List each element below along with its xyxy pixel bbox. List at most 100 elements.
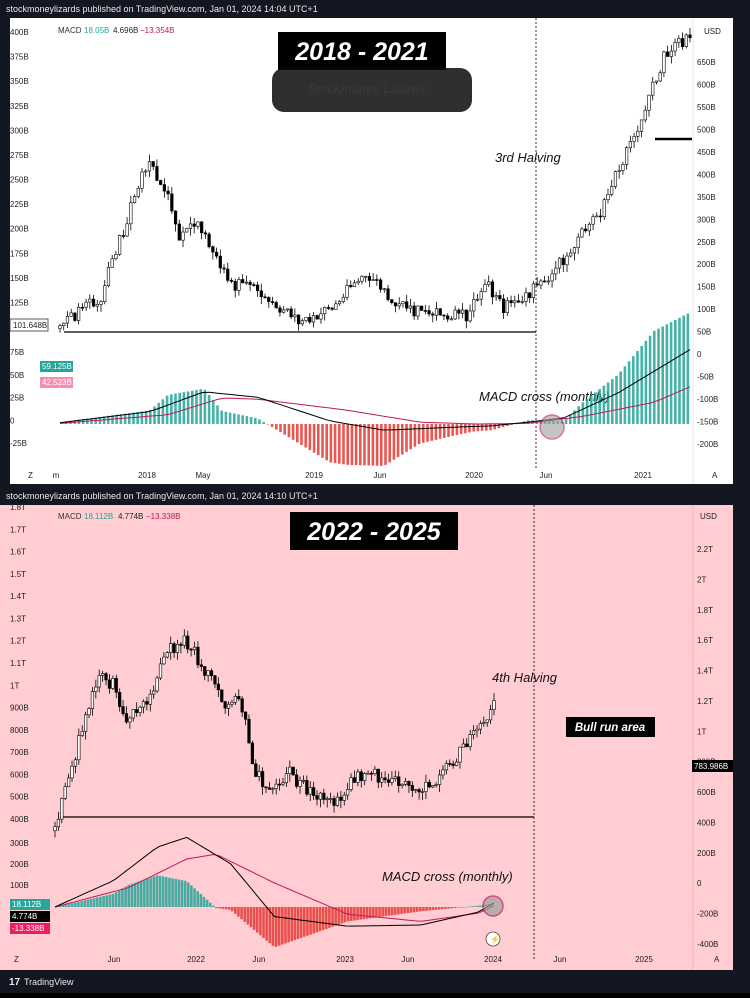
macd-histogram-bar [203,389,207,424]
macd-histogram-bar [371,424,375,466]
axis-tick-label: -200B [697,440,718,449]
axis-tick-label: 100B [697,305,716,314]
candle-body [94,686,98,692]
candle-body [278,783,282,786]
macd-histogram-bar [644,340,648,424]
candle-body [214,251,219,257]
panel-bottom-title-box [290,512,458,550]
panel-top-macd-badge-1-text: 59.125B [42,362,72,371]
candle-body [252,284,256,286]
panel-bottom-bull-label: Bull run area [575,722,646,734]
candle-body [373,768,377,775]
candle-body [247,718,251,744]
candle-body [565,255,569,266]
candle-body [111,678,115,689]
macd-histogram-bar [67,903,71,907]
candle-body [383,777,387,781]
macd-histogram-bar [157,402,160,424]
panel-top-corner-left[interactable]: Z [28,471,33,480]
macd-histogram-bar [606,382,610,424]
macd-histogram-bar [221,907,225,909]
panel-top-signal-line [59,386,691,425]
macd-histogram-bar [447,424,450,437]
panel-top-corner-right[interactable]: A [712,471,718,480]
macd-histogram-bar [475,905,479,907]
candle-body [494,295,498,298]
candle-body [77,306,81,321]
candle-body [241,279,245,284]
panel-bottom-macd-badge-3 [10,923,50,934]
x-tick-label: Jun [108,955,121,964]
panel-bottom-corner-right[interactable]: A [714,955,720,964]
candle-body [106,267,111,286]
macd-histogram-bar [362,907,366,920]
candle-body [617,170,621,172]
macd-histogram-bar [331,907,334,927]
panel-bottom-macd-v3: −13.338B [146,512,180,521]
candle-body [371,279,375,281]
candle-body [172,643,176,653]
macd-histogram-bar [674,319,677,424]
candle-body [300,320,304,325]
candle-body [88,298,92,303]
candle-body [449,318,454,321]
candle-body [259,290,263,298]
panel-top-macd-v1: 18.05B [84,26,109,35]
candle-body [135,709,139,713]
macd-histogram-bar [648,335,652,424]
macd-histogram-bar [464,424,467,434]
candle-body [166,190,170,195]
axis-tick-label: 50B [697,328,711,337]
candle-body [56,818,61,828]
candle-body [295,774,299,787]
lightning-icon[interactable] [485,931,501,947]
candle-body [416,305,420,317]
candle-body [196,646,200,666]
candle-body [165,652,169,658]
candle-body [233,280,237,291]
macd-histogram-bar [279,424,282,433]
macd-histogram-bar [291,424,295,440]
candle-body [199,664,203,667]
macd-histogram-bar [363,424,366,466]
candle-body [352,282,357,288]
candle-body [84,714,88,732]
candle-body [580,228,584,238]
candle-body [386,779,391,783]
candle-body [543,280,547,283]
macd-histogram-bar [246,907,250,925]
candle-body [569,252,573,257]
axis-tick-label: 300B [10,839,29,848]
macd-histogram-bar [413,424,417,447]
axis-tick-label: 1.7T [10,525,26,534]
candle-body [315,795,319,800]
candle-body [550,273,554,282]
panel-top-macd-v3: −13.354B [140,26,174,35]
macd-histogram-bar [115,414,118,424]
panel-bottom-currency: USD [700,512,717,521]
macd-histogram-bar [434,424,438,440]
candle-body [405,301,409,309]
axis-tick-label: 50B [10,371,24,380]
panel-top-macd-legend: MACD 18.05B 4.696B −13.354B [58,26,174,35]
candle-body [444,763,448,771]
candle-body [475,728,479,732]
candle-body [397,303,401,307]
candle-body [211,246,215,253]
macd-histogram-bar [632,356,635,424]
macd-histogram-bar [290,907,294,942]
macd-histogram-bar [619,371,622,424]
candle-body [298,780,302,787]
candle-body [458,746,462,763]
candle-body [222,267,226,270]
candle-body [337,301,342,305]
candle-body [407,781,411,786]
macd-histogram-bar [293,907,297,941]
macd-histogram-bar [228,412,232,424]
panel-top-x-axis: m 2018 May 2019 Jun 2020 Jun 2021 [53,471,653,480]
axis-tick-label: 0 [697,350,702,359]
macd-histogram-bar [234,907,237,914]
panel-bottom-macd-v2: 4.774B [118,512,143,521]
panel-bottom-corner-left[interactable]: Z [14,955,19,964]
candle-body [226,268,230,281]
